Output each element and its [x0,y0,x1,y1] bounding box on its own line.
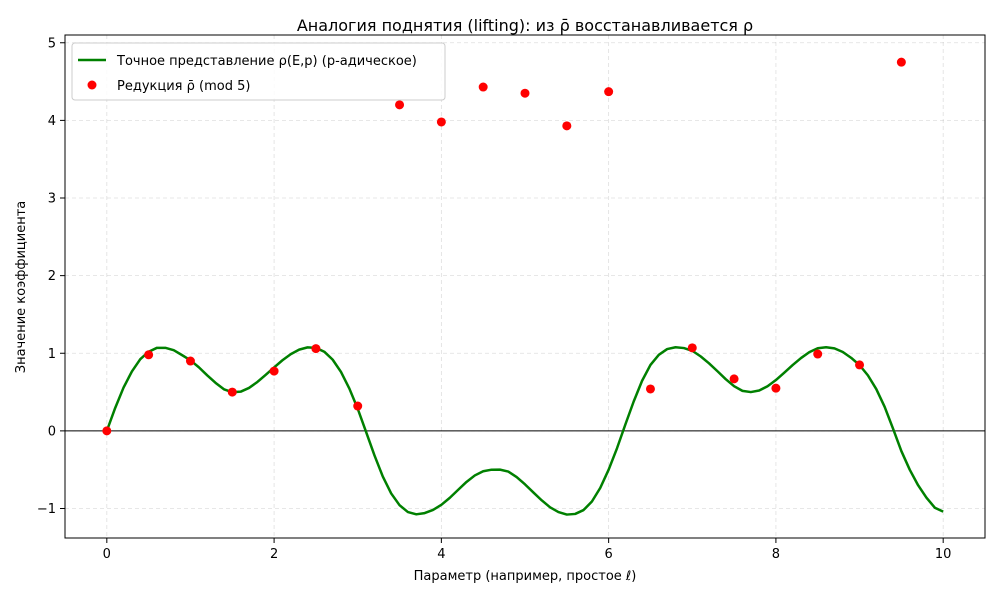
y-axis-label: Значение коэффициента [14,201,29,374]
legend-marker-swatch [87,80,97,90]
x-tick-label: 6 [604,547,612,562]
scatter-point [102,426,112,436]
grid [65,35,985,538]
scatter-point [395,100,405,110]
x-tick-label: 8 [772,547,780,562]
scatter-point [562,121,572,131]
scatter-point [185,356,195,366]
y-tick-label: 3 [48,192,56,207]
scatter-point [813,349,823,359]
scatter-point [436,117,446,127]
chart-title: Аналогия поднятия (lifting): из ρ̄ восст… [297,16,753,35]
y-tick-label: 4 [48,114,56,129]
legend-label-points: Редукция ρ̄ (mod 5) [117,79,250,94]
y-tick-label: 0 [48,424,56,439]
scatter-point [645,384,655,394]
x-axis-label: Параметр (например, простое ℓ) [414,569,637,584]
scatter-point [269,366,279,376]
y-tick-label: −1 [37,502,56,517]
series-line-exact [105,345,944,516]
scatter-point [353,401,363,411]
x-tick-label: 2 [270,547,278,562]
scatter-point [896,57,906,67]
x-tick-label: 10 [935,547,952,562]
axis-ticks: 0 2 4 6 8 10 −1 0 1 2 3 4 5 [37,36,952,562]
y-tick-label: 2 [48,269,56,284]
scatter-point [687,343,697,353]
x-tick-label: 0 [103,547,111,562]
y-tick-label: 1 [48,347,56,362]
scatter-point [604,87,614,97]
scatter-point [520,88,530,98]
scatter-point [227,387,237,397]
scatter-point [478,82,488,92]
scatter-point [855,360,865,370]
plot-area [65,57,985,516]
plot-frame [64,34,986,539]
y-tick-label: 5 [48,36,56,51]
scatter-point [311,344,321,354]
scatter-point [771,383,781,393]
x-tick-label: 4 [437,547,445,562]
legend-label-line: Точное представление ρ(E,p) (p-адическое… [116,54,417,69]
scatter-point [144,350,154,360]
legend: Точное представление ρ(E,p) (p-адическое… [71,42,446,101]
scatter-point [729,374,739,384]
legend-box [71,42,446,101]
